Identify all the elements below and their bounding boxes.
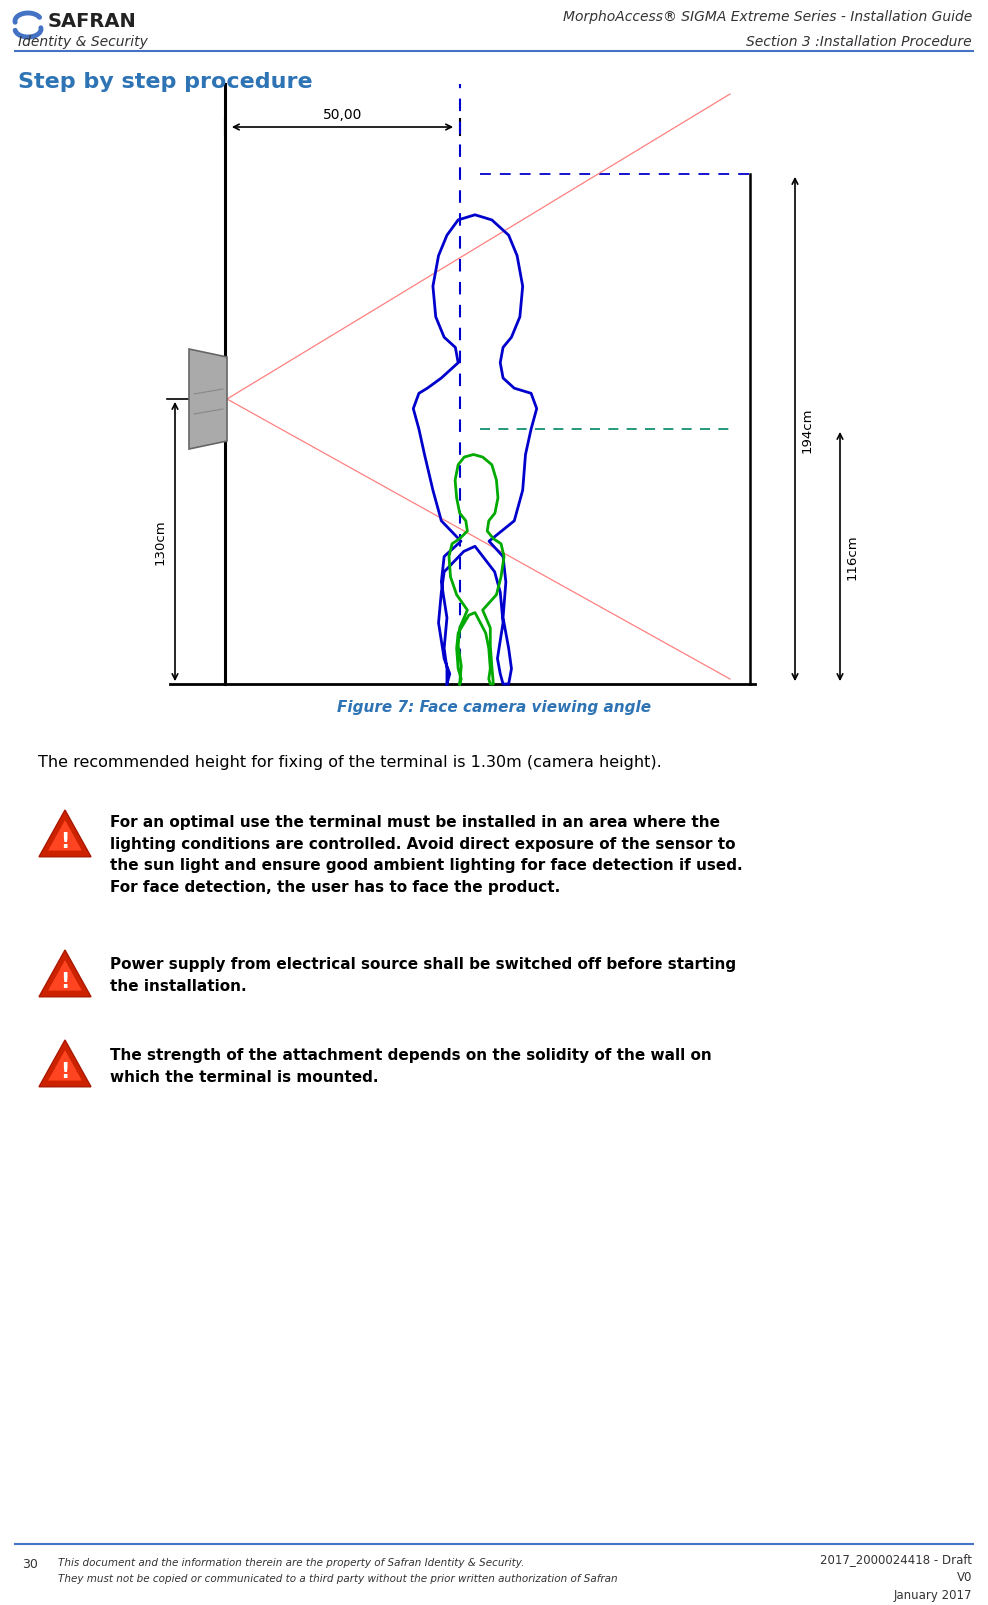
Text: MorphoAccess® SIGMA Extreme Series - Installation Guide: MorphoAccess® SIGMA Extreme Series - Ins… xyxy=(563,10,972,24)
Text: This document and the information therein are the property of Safran Identity & : This document and the information therei… xyxy=(58,1557,525,1566)
Text: 50,00: 50,00 xyxy=(323,108,363,122)
Text: SAFRAN: SAFRAN xyxy=(48,11,136,30)
Text: The strength of the attachment depends on the solidity of the wall on
which the : The strength of the attachment depends o… xyxy=(110,1048,711,1083)
Text: 2017_2000024418 - Draft
V0
January 2017: 2017_2000024418 - Draft V0 January 2017 xyxy=(820,1552,972,1602)
Text: !: ! xyxy=(60,971,70,992)
Text: Identity & Security: Identity & Security xyxy=(18,35,148,50)
Text: Section 3 :Installation Procedure: Section 3 :Installation Procedure xyxy=(746,35,972,50)
Text: 30: 30 xyxy=(22,1557,38,1570)
Text: They must not be copied or communicated to a third party without the prior writt: They must not be copied or communicated … xyxy=(58,1573,618,1583)
Text: !: ! xyxy=(60,831,70,852)
Text: !: ! xyxy=(60,1061,70,1082)
Text: Step by step procedure: Step by step procedure xyxy=(18,72,312,91)
Text: 116cm: 116cm xyxy=(846,534,859,579)
Text: For an optimal use the terminal must be installed in an area where the
lighting : For an optimal use the terminal must be … xyxy=(110,814,743,894)
Text: 194cm: 194cm xyxy=(801,408,814,453)
Text: Power supply from electrical source shall be switched off before starting
the in: Power supply from electrical source shal… xyxy=(110,957,736,993)
Polygon shape xyxy=(48,1051,82,1080)
Polygon shape xyxy=(189,350,227,449)
Polygon shape xyxy=(39,811,91,857)
Polygon shape xyxy=(48,820,82,851)
Polygon shape xyxy=(39,1040,91,1087)
Polygon shape xyxy=(39,950,91,997)
Text: 130cm: 130cm xyxy=(154,520,167,565)
Text: The recommended height for fixing of the terminal is 1.30m (camera height).: The recommended height for fixing of the… xyxy=(38,754,662,769)
Polygon shape xyxy=(48,960,82,990)
Text: Figure 7: Face camera viewing angle: Figure 7: Face camera viewing angle xyxy=(337,700,651,714)
